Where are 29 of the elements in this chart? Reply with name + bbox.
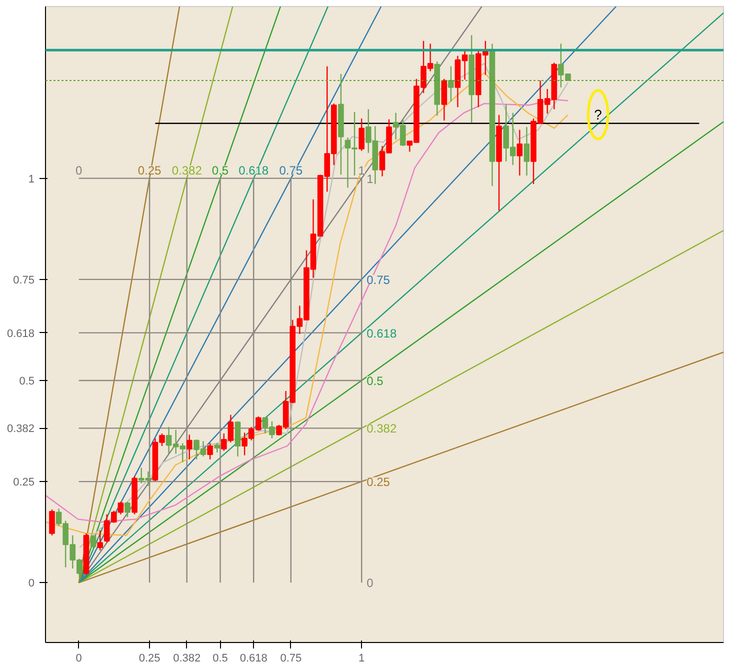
annotation: 0.382 xyxy=(172,163,202,178)
annotation: ? xyxy=(594,106,602,123)
x-tick-label: 0.382 xyxy=(173,652,201,664)
annotation: 0.5 xyxy=(212,163,229,178)
x-tick-label: 0.75 xyxy=(280,652,302,664)
annotation: 0.382 xyxy=(366,422,397,436)
annotation: 0.618 xyxy=(366,326,397,340)
annotation: 0.25 xyxy=(138,163,162,178)
x-tick-label: 0 xyxy=(76,652,82,664)
y-tick-label: 0 xyxy=(28,578,35,590)
y-tick-label: 0.25 xyxy=(13,476,35,489)
annotation: 0 xyxy=(366,576,374,590)
annotation: 1 xyxy=(366,172,374,186)
x-tick-label: 0.25 xyxy=(138,652,160,664)
y-tick-label: 0.75 xyxy=(13,274,35,286)
y-tick-label: 0.5 xyxy=(19,376,35,388)
annotation: 0 xyxy=(76,163,83,178)
x-tick-label: 0.618 xyxy=(240,652,268,664)
annotation: 0.75 xyxy=(366,272,390,287)
annotation: 1 xyxy=(358,163,366,178)
y-tick-label: 0.618 xyxy=(6,328,35,340)
annotation: 0.5 xyxy=(366,374,384,388)
annotation: 0.618 xyxy=(238,163,269,178)
x-tick-label: 0.5 xyxy=(212,652,228,664)
annotation: 0.75 xyxy=(279,163,303,178)
annotation: 0.25 xyxy=(366,475,390,490)
x-tick-label: 1 xyxy=(358,652,365,664)
y-tick-label: 1 xyxy=(28,173,35,186)
y-tick-label: 0.382 xyxy=(6,423,35,436)
